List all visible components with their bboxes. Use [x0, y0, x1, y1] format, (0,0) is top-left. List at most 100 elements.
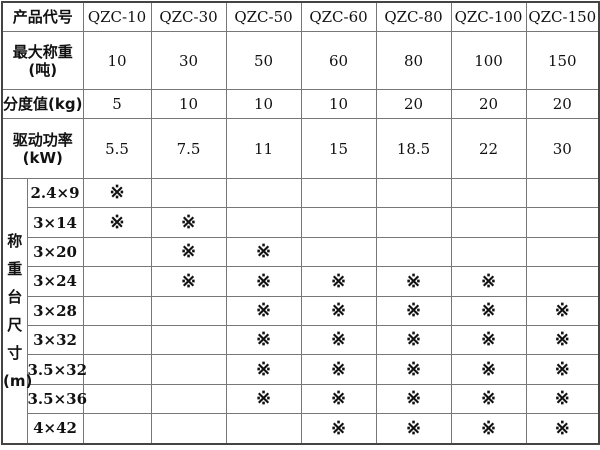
max-weight-label-line1: 最大称重 — [12, 42, 73, 61]
power-label: 驱动功率 (kW) — [1, 118, 84, 179]
empty-cell — [82, 236, 152, 268]
header-row: 产品代号 QZC-10 QZC-30 QZC-50 QZC-60 QZC-80 QZC-1… — [1, 1, 600, 32]
empty-cell — [150, 413, 227, 445]
empty-cell — [300, 236, 377, 268]
platform-size-row: 3×28 ※ ※ ※ ※ ※ — [2, 295, 600, 326]
power-value: 18.5 — [375, 118, 452, 179]
division-value: 5 — [82, 89, 152, 119]
max-weight-value: 150 — [525, 31, 600, 90]
empty-cell — [82, 266, 152, 297]
max-weight-label: 最大称重 (吨) — [1, 31, 84, 90]
empty-cell — [150, 324, 227, 356]
empty-cell — [525, 207, 600, 238]
power-label-line1: 驱动功率 — [12, 130, 73, 149]
max-weight-label-unit: (吨) — [28, 60, 58, 79]
empty-cell — [150, 354, 227, 385]
empty-cell — [525, 236, 600, 268]
availability-mark: ※ — [375, 324, 452, 356]
division-value: 20 — [450, 89, 527, 119]
platform-size: 3.5×32 — [26, 354, 87, 385]
max-weight-value: 50 — [225, 31, 302, 90]
availability-mark: ※ — [300, 383, 377, 415]
division-label: 分度值(kg) — [1, 89, 84, 119]
empty-cell — [150, 177, 227, 209]
availability-mark: ※ — [300, 324, 377, 356]
availability-mark: ※ — [450, 324, 527, 356]
availability-mark: ※ — [150, 207, 227, 238]
availability-mark: ※ — [375, 354, 452, 385]
empty-cell — [375, 236, 452, 268]
division-value: 10 — [150, 89, 227, 119]
empty-cell — [150, 383, 227, 415]
empty-cell — [525, 177, 600, 209]
platform-size: 3×14 — [26, 207, 84, 238]
power-value: 11 — [225, 118, 302, 179]
platform-size: 4×42 — [26, 413, 84, 445]
division-row: 分度值(kg) 5 10 10 10 20 20 20 — [1, 89, 600, 119]
model-header: QZC-60 — [300, 1, 377, 32]
platform-size-label-char: 寸 — [7, 343, 23, 362]
empty-cell — [82, 383, 152, 415]
availability-mark: ※ — [525, 324, 600, 356]
division-value: 20 — [375, 89, 452, 119]
availability-mark: ※ — [82, 207, 152, 238]
division-value: 10 — [225, 89, 302, 119]
empty-cell — [450, 207, 527, 238]
availability-mark: ※ — [525, 383, 600, 415]
empty-cell — [225, 413, 302, 445]
platform-size: 3.5×36 — [26, 383, 87, 415]
model-header: QZC-100 — [450, 1, 527, 32]
empty-cell — [525, 266, 600, 297]
platform-size-row: 3×20 ※ ※ — [2, 236, 600, 268]
platform-size: 3×20 — [26, 236, 84, 268]
empty-cell — [375, 177, 452, 209]
max-weight-value: 80 — [375, 31, 452, 90]
availability-mark: ※ — [525, 413, 600, 445]
empty-cell — [450, 236, 527, 268]
availability-mark: ※ — [375, 383, 452, 415]
model-header: QZC-30 — [150, 1, 227, 32]
power-value: 22 — [450, 118, 527, 179]
max-weight-value: 100 — [450, 31, 527, 90]
availability-mark: ※ — [225, 324, 302, 356]
availability-mark: ※ — [150, 236, 227, 268]
empty-cell — [225, 207, 302, 238]
availability-mark: ※ — [450, 354, 527, 385]
platform-size-row: 称重台尺寸 (m) 2.4×9 ※ — [1, 177, 600, 445]
division-value: 10 — [300, 89, 377, 119]
power-value: 30 — [525, 118, 600, 179]
model-header: QZC-10 — [82, 1, 152, 32]
power-value: 15 — [300, 118, 377, 179]
empty-cell — [150, 295, 227, 326]
platform-size-label-char: 重 — [7, 259, 23, 278]
availability-mark: ※ — [300, 266, 377, 297]
availability-mark: ※ — [375, 295, 452, 326]
availability-mark: ※ — [225, 354, 302, 385]
platform-size-row: 4×42 ※ ※ ※ ※ — [2, 413, 600, 445]
empty-cell — [82, 324, 152, 356]
empty-cell — [82, 354, 152, 385]
platform-size-row: 3.5×36 ※ ※ ※ ※ ※ — [2, 383, 600, 415]
header-label: 产品代号 — [1, 1, 84, 32]
platform-size-label-char: 尺 — [7, 315, 23, 334]
availability-mark: ※ — [525, 295, 600, 326]
model-header: QZC-150 — [525, 1, 600, 32]
platform-size: 3×28 — [26, 295, 84, 326]
availability-mark: ※ — [300, 413, 377, 445]
empty-cell — [300, 207, 377, 238]
max-weight-row: 最大称重 (吨) 10 30 50 60 80 100 150 — [1, 31, 600, 90]
platform-size-label-char: 台 — [7, 287, 23, 306]
availability-mark: ※ — [450, 295, 527, 326]
platform-size: 3×32 — [26, 324, 84, 356]
empty-cell — [225, 177, 302, 209]
max-weight-value: 30 — [150, 31, 227, 90]
power-value: 5.5 — [82, 118, 152, 179]
platform-size-row: 3×32 ※ ※ ※ ※ ※ — [2, 324, 600, 356]
availability-mark: ※ — [450, 383, 527, 415]
availability-mark: ※ — [450, 266, 527, 297]
availability-mark: ※ — [525, 354, 600, 385]
platform-size: 2.4×9 — [26, 177, 84, 209]
platform-size-row: 3×14 ※ ※ — [2, 207, 600, 238]
empty-cell — [450, 177, 527, 209]
availability-mark: ※ — [225, 383, 302, 415]
